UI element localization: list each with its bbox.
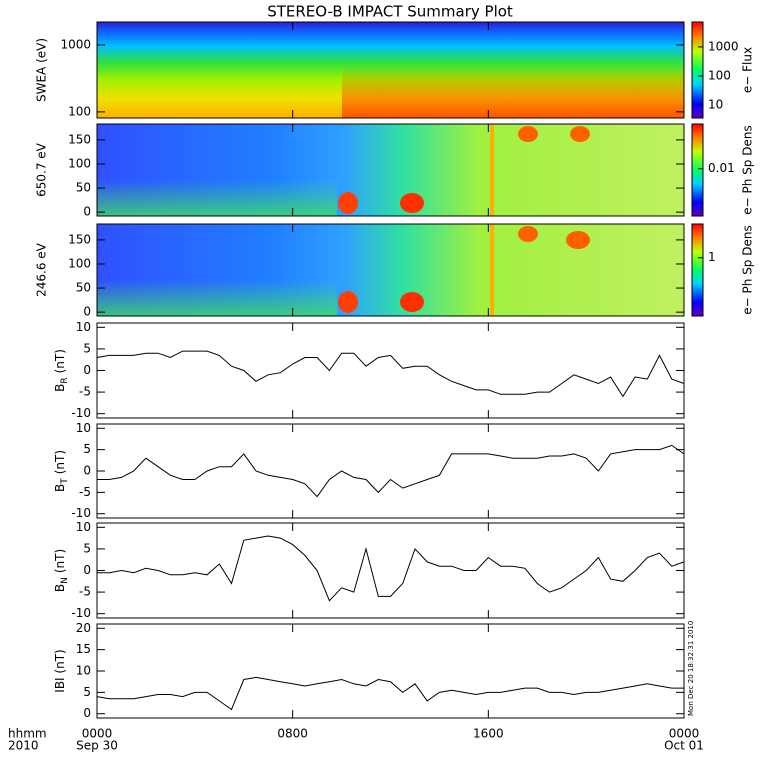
colorbar-label: e− Ph Sp Dens (741, 125, 755, 214)
colorbar-tick-label: 1 (708, 250, 716, 264)
y-axis-label-subscript: N (60, 577, 70, 584)
title: STEREO-B IMPACT Summary Plot (267, 3, 513, 21)
colorbar-tick-label: 100 (708, 69, 731, 83)
y-tick-label: 150 (68, 132, 91, 146)
y-axis-label-main: IBI (nT) (53, 649, 67, 692)
y-axis-label: SWEA (eV) (35, 38, 49, 102)
timestamp: Mon Dec 20 18:32:31 2010 (687, 621, 695, 716)
y-axis-label-unit: (nT) (53, 450, 67, 474)
panel-frame (96, 522, 685, 619)
y-axis-label: BR (nT) (53, 349, 70, 392)
y-tick-label: 10 (76, 520, 91, 534)
y-tick-label: -10 (71, 606, 91, 620)
y-axis-label-subscript: T (60, 478, 70, 485)
panel-frame (96, 223, 685, 317)
panel-frame (96, 21, 685, 119)
data-line (97, 444, 685, 498)
y-axis-label-subscript: R (60, 377, 70, 383)
y-tick-label: 0 (83, 363, 91, 377)
y-tick-label: 50 (76, 281, 91, 295)
x-row-label: hhmm (8, 727, 47, 741)
y-tick-label: -10 (71, 406, 91, 420)
y-axis-label: 650.7 eV (35, 142, 49, 197)
spectrogram-image (97, 22, 684, 316)
x-tick-label: 0800 (277, 727, 308, 741)
data-line (96, 676, 684, 711)
colorbar-label: e− Ph Sp Dens (741, 225, 755, 314)
y-tick-label: 0 (83, 706, 91, 720)
y-tick-label: 10 (76, 421, 91, 435)
data-line (97, 535, 685, 602)
panel-frame (96, 322, 685, 419)
y-axis-label-main: B (53, 584, 67, 592)
y-tick-label: -10 (71, 506, 91, 520)
x-tick-label: 0000 (669, 727, 700, 741)
x-date-label: Sep 30 (76, 739, 118, 753)
y-tick-label: 10 (76, 320, 91, 334)
y-tick-label: 0 (83, 205, 91, 219)
colorbar (691, 123, 704, 217)
colorbar (691, 21, 704, 119)
y-tick-label: 0 (83, 305, 91, 319)
y-tick-label: 0 (83, 464, 91, 478)
y-tick-label: 5 (83, 541, 91, 555)
y-tick-label: 150 (68, 232, 91, 246)
y-tick-label: 100 (68, 256, 91, 270)
x-tick-label: 1600 (473, 727, 504, 741)
x-tick-label: 0000 (82, 727, 113, 741)
y-axis-label: IBI (nT) (53, 649, 67, 692)
data-line (96, 350, 685, 398)
y-tick-label: 5 (83, 341, 91, 355)
colorbar-label: e− Flux (741, 47, 755, 93)
y-tick-label: 10 (76, 664, 91, 678)
y-axis-label-main: B (53, 384, 67, 392)
y-tick-label: 0 (83, 563, 91, 577)
x-row-label: 2010 (8, 739, 39, 753)
y-axis-label-unit: (nT) (53, 349, 67, 373)
y-tick-label: 50 (76, 181, 91, 195)
y-axis-label-unit: (nT) (53, 549, 67, 573)
panel-frame (96, 123, 685, 217)
y-axis-label: BT (nT) (53, 450, 70, 492)
y-tick-label: 100 (68, 104, 91, 118)
y-axis-label: 246.6 eV (35, 242, 49, 297)
y-tick-label: 1000 (60, 37, 91, 51)
y-tick-label: -5 (79, 485, 91, 499)
y-tick-label: 20 (76, 621, 91, 635)
colorbar-tick-label: 10 (708, 98, 723, 112)
y-axis-label-main: B (53, 484, 67, 492)
y-tick-label: 5 (83, 442, 91, 456)
y-tick-label: -5 (79, 585, 91, 599)
colorbar (691, 223, 704, 317)
colorbar-tick-label: 0.01 (708, 161, 735, 175)
panel-frame (96, 623, 685, 719)
panel-frame (96, 423, 685, 519)
y-tick-label: 100 (68, 156, 91, 170)
y-tick-label: 5 (83, 685, 91, 699)
y-tick-label: 15 (76, 642, 91, 656)
y-tick-label: -5 (79, 385, 91, 399)
colorbar-tick-label: 1000 (708, 39, 739, 53)
x-date-label: Oct 01 (664, 739, 704, 753)
y-axis-label: BN (nT) (53, 549, 70, 592)
